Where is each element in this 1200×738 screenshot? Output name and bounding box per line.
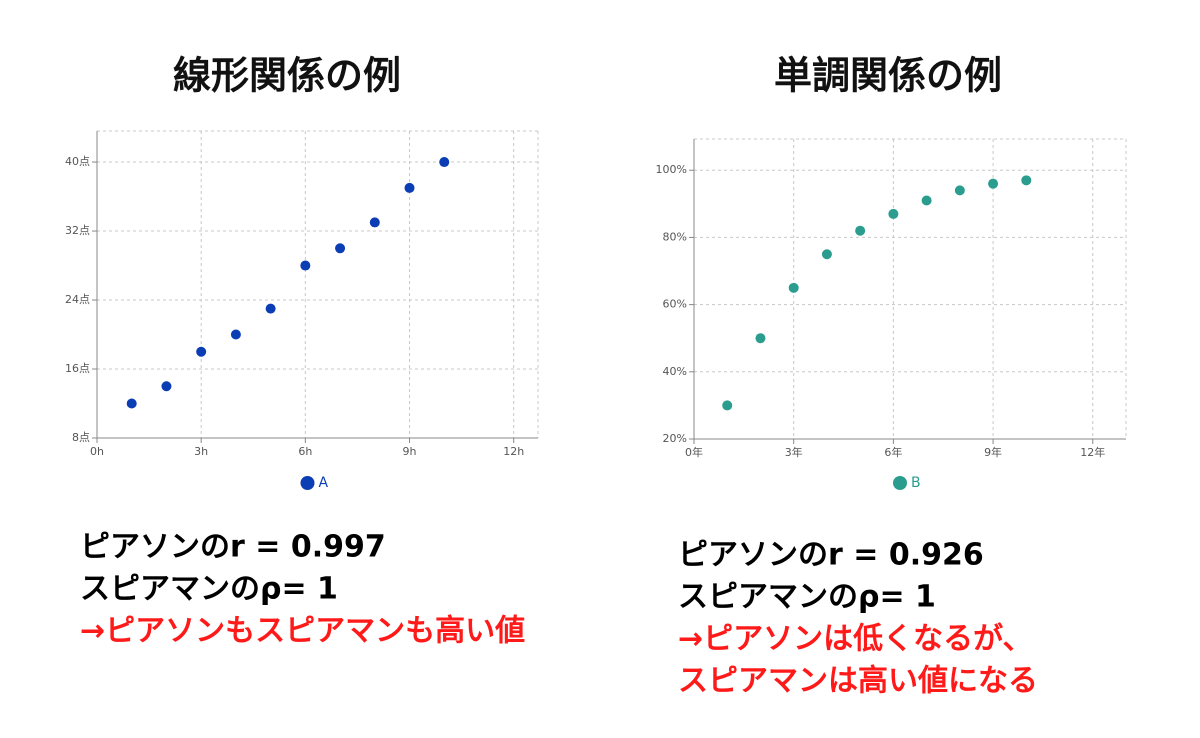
legend-marker bbox=[893, 476, 907, 490]
x-tick-label: 12年 bbox=[1080, 445, 1105, 459]
x-tick-label: 3年 bbox=[785, 445, 803, 459]
x-tick-label: 6h bbox=[298, 445, 312, 458]
chart-title: 単調関係の例 bbox=[774, 54, 1002, 98]
point bbox=[196, 346, 207, 357]
point bbox=[439, 157, 450, 168]
x-tick-label: 6年 bbox=[884, 445, 902, 459]
point bbox=[230, 329, 241, 340]
x-tick-label: 9h bbox=[403, 445, 417, 458]
x-tick-label: 0年 bbox=[685, 445, 703, 459]
point bbox=[126, 398, 137, 409]
annotation: スピアマンのρ= 1 bbox=[678, 580, 936, 615]
y-tick-label: 24点 bbox=[65, 293, 90, 306]
y-tick-label: 40点 bbox=[65, 155, 90, 168]
x-tick-label: 12h bbox=[503, 445, 524, 458]
y-tick-label: 60% bbox=[663, 298, 687, 311]
annotation: スピアマンは高い値になる bbox=[678, 664, 1038, 699]
point bbox=[788, 282, 799, 293]
chart-title: 線形関係の例 bbox=[173, 54, 401, 98]
annotation: スピアマンのρ= 1 bbox=[80, 572, 338, 607]
x-tick-label: 9年 bbox=[984, 445, 1002, 459]
point bbox=[921, 195, 932, 206]
annotation: →ピアソンは低くなるが、 bbox=[678, 622, 1033, 657]
point bbox=[821, 249, 832, 260]
legend-marker bbox=[300, 476, 315, 490]
legend-label: B bbox=[911, 475, 921, 491]
point bbox=[369, 217, 380, 228]
point bbox=[335, 243, 346, 254]
y-tick-label: 40% bbox=[663, 365, 687, 378]
point bbox=[1021, 175, 1032, 186]
y-tick-label: 32点 bbox=[65, 224, 90, 237]
point bbox=[722, 400, 733, 411]
point bbox=[300, 260, 311, 271]
point bbox=[161, 381, 172, 392]
y-tick-label: 80% bbox=[663, 230, 687, 243]
point bbox=[855, 225, 866, 236]
point bbox=[888, 208, 899, 219]
y-tick-label: 16点 bbox=[65, 362, 90, 375]
x-tick-label: 3h bbox=[194, 445, 208, 458]
point bbox=[988, 178, 999, 189]
point bbox=[755, 333, 766, 344]
legend-label: A bbox=[319, 475, 329, 491]
annotation: ピアソンのr = 0.997 bbox=[80, 530, 386, 565]
annotation: →ピアソンもスピアマンも高い値 bbox=[80, 614, 525, 649]
annotation: ピアソンのr = 0.926 bbox=[678, 538, 984, 573]
point bbox=[404, 182, 415, 193]
point bbox=[954, 185, 965, 196]
y-tick-label: 8点 bbox=[72, 431, 90, 444]
x-tick-label: 0h bbox=[90, 445, 104, 458]
point bbox=[265, 303, 276, 314]
y-tick-label: 20% bbox=[663, 432, 687, 445]
y-tick-label: 100% bbox=[656, 163, 687, 176]
